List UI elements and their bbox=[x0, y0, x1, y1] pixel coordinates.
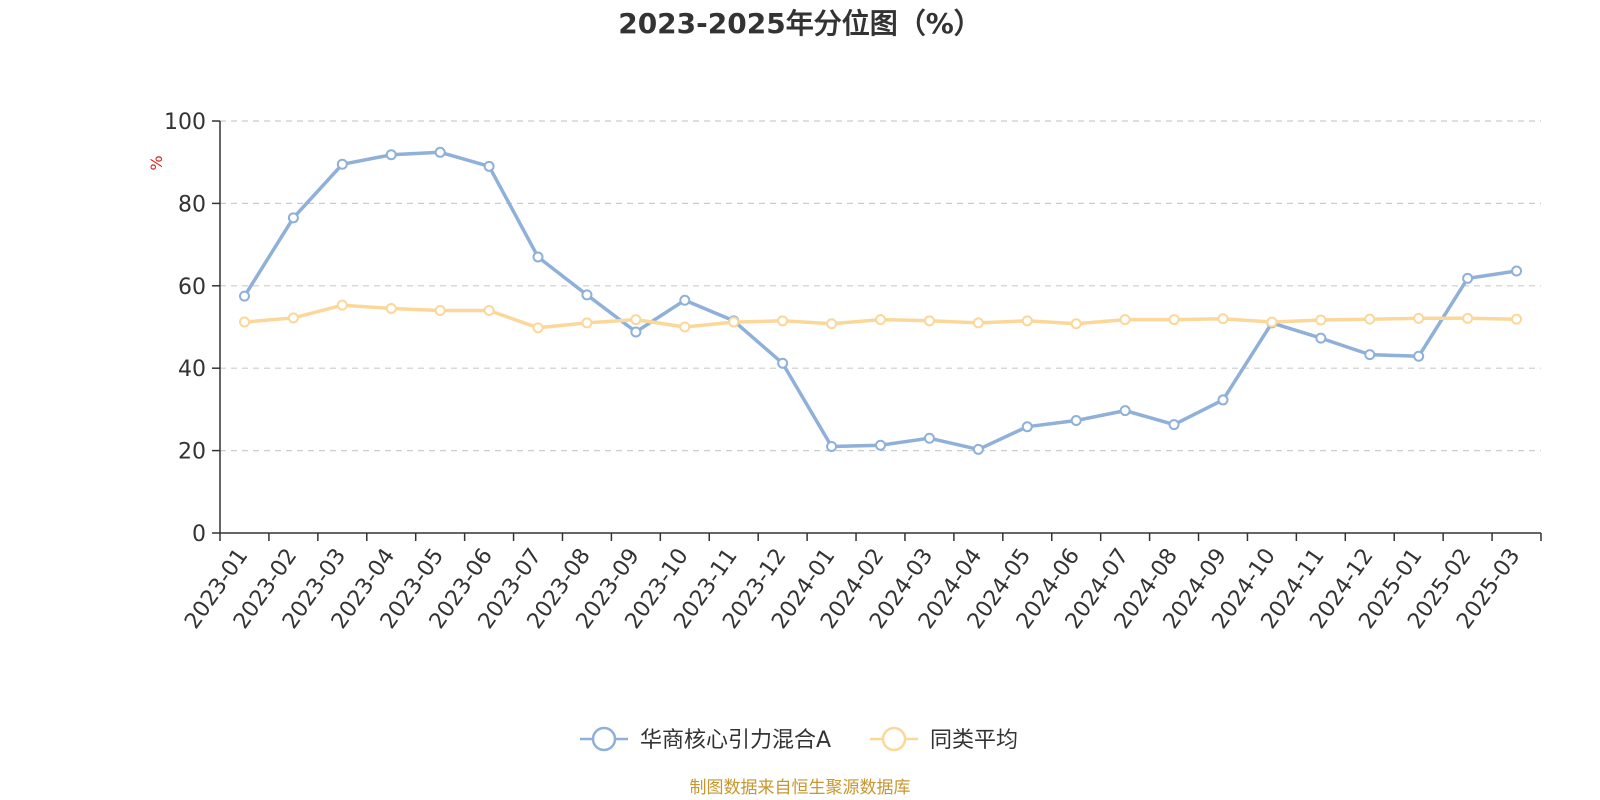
series-lines bbox=[238, 146, 1523, 455]
data-point bbox=[1315, 332, 1327, 344]
data-point bbox=[336, 299, 348, 311]
data-point bbox=[532, 322, 544, 334]
data-point bbox=[1413, 350, 1425, 362]
axes: 0204060801002023-012023-022023-032023-04… bbox=[164, 110, 1542, 634]
data-point bbox=[826, 440, 838, 452]
y-tick-label: 0 bbox=[192, 522, 206, 547]
legend-item[interactable]: 同类平均 bbox=[870, 726, 1018, 753]
y-tick-label: 80 bbox=[178, 192, 206, 217]
data-point bbox=[923, 315, 935, 327]
data-point bbox=[1070, 415, 1082, 427]
data-point bbox=[1364, 313, 1376, 325]
series-0 bbox=[238, 146, 1523, 455]
data-point bbox=[1413, 312, 1425, 324]
data-point bbox=[777, 357, 789, 369]
data-point bbox=[287, 312, 299, 324]
series-line bbox=[243, 150, 1517, 452]
data-point bbox=[238, 290, 250, 302]
data-point bbox=[1315, 314, 1327, 326]
y-tick-label: 40 bbox=[178, 357, 206, 382]
series-1 bbox=[238, 299, 1523, 334]
y-tick-label: 60 bbox=[178, 275, 206, 300]
data-point bbox=[630, 326, 642, 338]
data-point bbox=[1511, 313, 1523, 325]
data-point bbox=[679, 321, 691, 333]
legend-swatch-marker bbox=[591, 726, 617, 752]
data-point bbox=[1070, 318, 1082, 330]
data-point bbox=[1217, 394, 1229, 406]
source-note: 制图数据来自恒生聚源数据库 bbox=[690, 778, 911, 798]
legend-swatch-marker bbox=[881, 726, 907, 752]
data-point bbox=[434, 305, 446, 317]
legend: 华商核心引力混合A 同类平均 bbox=[580, 726, 1018, 753]
data-point bbox=[1021, 421, 1033, 433]
data-point bbox=[581, 317, 593, 329]
data-point bbox=[923, 432, 935, 444]
data-point bbox=[1511, 265, 1523, 277]
data-point bbox=[1168, 419, 1180, 431]
data-point bbox=[434, 146, 446, 158]
legend-label: 同类平均 bbox=[930, 728, 1018, 753]
data-point bbox=[1462, 272, 1474, 284]
data-point bbox=[728, 316, 740, 328]
data-point bbox=[1021, 315, 1033, 327]
data-point bbox=[1364, 349, 1376, 361]
y-tick-label: 20 bbox=[178, 440, 206, 465]
data-point bbox=[679, 294, 691, 306]
data-point bbox=[826, 318, 838, 330]
legend-item[interactable]: 华商核心引力混合A bbox=[580, 726, 831, 753]
data-point bbox=[1217, 313, 1229, 325]
chart-title: 2023-2025年分位图（%） bbox=[618, 7, 982, 40]
data-point bbox=[385, 149, 397, 161]
data-point bbox=[1119, 314, 1131, 326]
data-point bbox=[336, 158, 348, 170]
data-point bbox=[1168, 314, 1180, 326]
data-point bbox=[972, 317, 984, 329]
data-point bbox=[238, 316, 250, 328]
data-point bbox=[1462, 312, 1474, 324]
legend-label: 华商核心引力混合A bbox=[640, 728, 831, 753]
grid-lines bbox=[220, 120, 1541, 452]
data-point bbox=[972, 443, 984, 455]
data-point bbox=[483, 305, 495, 317]
data-point bbox=[875, 439, 886, 451]
data-point bbox=[777, 315, 789, 327]
data-point bbox=[532, 251, 544, 263]
data-point bbox=[581, 289, 593, 301]
data-point bbox=[287, 212, 299, 224]
data-point bbox=[1266, 316, 1278, 328]
data-point bbox=[1119, 405, 1131, 417]
data-point bbox=[875, 314, 886, 326]
data-point bbox=[483, 160, 495, 172]
data-point bbox=[630, 314, 642, 326]
data-point bbox=[385, 302, 397, 314]
y-tick-label: 100 bbox=[164, 110, 206, 135]
y-axis-label: % bbox=[147, 155, 166, 170]
